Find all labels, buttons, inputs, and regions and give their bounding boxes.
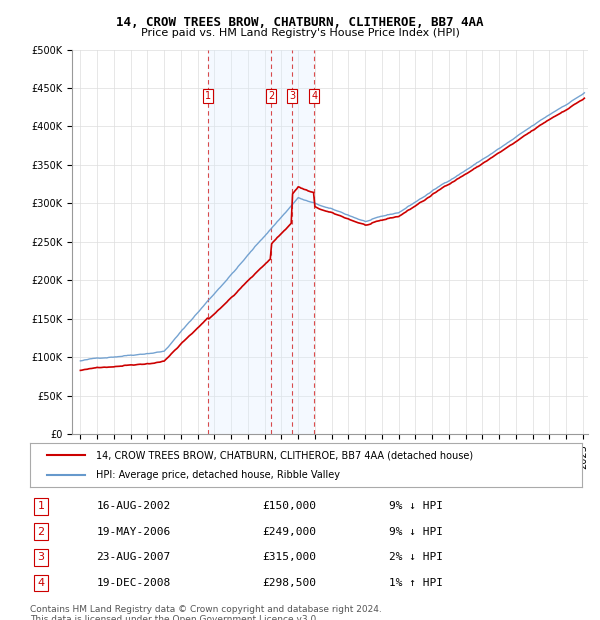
Text: 14, CROW TREES BROW, CHATBURN, CLITHEROE, BB7 4AA (detached house): 14, CROW TREES BROW, CHATBURN, CLITHEROE… [96, 451, 473, 461]
Text: 4: 4 [37, 578, 44, 588]
Text: 3: 3 [38, 552, 44, 562]
Text: 1% ↑ HPI: 1% ↑ HPI [389, 578, 443, 588]
Bar [292, 50, 314, 434]
Text: 2% ↓ HPI: 2% ↓ HPI [389, 552, 443, 562]
Text: 2: 2 [268, 91, 274, 100]
Bar [208, 50, 271, 434]
Text: £298,500: £298,500 [262, 578, 316, 588]
Text: £315,000: £315,000 [262, 552, 316, 562]
Text: 1: 1 [38, 501, 44, 512]
Text: Price paid vs. HM Land Registry's House Price Index (HPI): Price paid vs. HM Land Registry's House … [140, 28, 460, 38]
Text: 16-AUG-2002: 16-AUG-2002 [96, 501, 170, 512]
Text: £249,000: £249,000 [262, 527, 316, 537]
Text: 19-DEC-2008: 19-DEC-2008 [96, 578, 170, 588]
Text: 9% ↓ HPI: 9% ↓ HPI [389, 527, 443, 537]
Text: 4: 4 [311, 91, 317, 100]
Text: 1: 1 [205, 91, 211, 100]
Text: 14, CROW TREES BROW, CHATBURN, CLITHEROE, BB7 4AA: 14, CROW TREES BROW, CHATBURN, CLITHEROE… [116, 16, 484, 29]
Text: 9% ↓ HPI: 9% ↓ HPI [389, 501, 443, 512]
Text: HPI: Average price, detached house, Ribble Valley: HPI: Average price, detached house, Ribb… [96, 469, 340, 479]
Text: 23-AUG-2007: 23-AUG-2007 [96, 552, 170, 562]
Text: Contains HM Land Registry data © Crown copyright and database right 2024.
This d: Contains HM Land Registry data © Crown c… [30, 604, 382, 620]
Text: £150,000: £150,000 [262, 501, 316, 512]
Text: 2: 2 [37, 527, 44, 537]
Text: 3: 3 [289, 91, 295, 100]
Bar [271, 50, 292, 434]
Text: 19-MAY-2006: 19-MAY-2006 [96, 527, 170, 537]
